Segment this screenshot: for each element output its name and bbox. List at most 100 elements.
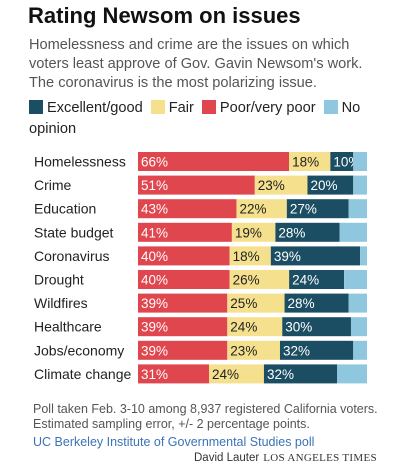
bar-segment-fair (227, 317, 283, 337)
bar-value-label: 32% (267, 367, 294, 382)
bar-value-label: 30% (285, 320, 312, 335)
bar-segment-fair (229, 270, 290, 289)
bar-segment-fair (254, 175, 308, 195)
bar-segment-poor-very-poor (138, 270, 230, 289)
bar-segment-no-opinion (353, 152, 367, 171)
bar-segment-fair (289, 152, 331, 171)
source-link[interactable]: UC Berkeley Institute of Governmental St… (33, 435, 315, 449)
legend-label: Poor/very poor (219, 100, 316, 116)
bar-value-label: 22% (239, 202, 266, 217)
bar-value-label: 25% (230, 296, 257, 311)
category-label: Coronavirus (34, 248, 109, 264)
bar-segment-excellent-good (330, 152, 354, 171)
bar-segment-fair (208, 364, 264, 384)
stacked-bar-chart: Homelessness 66% 18% 10%Crime 51% 23% 20%Educa… (34, 152, 367, 384)
bar-row-climate-change: Climate change 31% 24% 32% (34, 364, 367, 384)
bar-value-label: 39% (274, 249, 301, 264)
bar-row-crime: Crime 51% 23% 20% (34, 175, 367, 195)
category-label: Drought (34, 272, 84, 288)
legend-swatch (29, 100, 43, 114)
bar-row-jobs-economy: Jobs/economy 39% 23% 32% (34, 340, 367, 360)
legend-item-poor-very-poor: Poor/very poor (201, 100, 316, 116)
bar-value-label: 24% (230, 320, 257, 335)
bar-value-label: 19% (235, 225, 262, 240)
bar-segment-excellent-good (270, 246, 361, 266)
category-label: Homelessness (34, 154, 126, 170)
bar-value-label: 27% (290, 202, 317, 217)
bar-segment-excellent-good (284, 293, 349, 313)
legend-item-no-opinion: No opinion (29, 100, 360, 137)
bar-segment-no-opinion (344, 270, 367, 289)
bar-value-label: 28% (288, 296, 315, 311)
bar-value-label: 23% (230, 343, 257, 358)
bar-segment-excellent-good (307, 175, 354, 195)
category-label: Healthcare (34, 319, 102, 335)
bar-value-label: 39% (141, 320, 168, 335)
bar-value-label: 24% (212, 367, 239, 382)
bar-segment-fair (227, 340, 280, 360)
methodology-note: Poll taken Feb. 3-10 among 8,937 registe… (33, 402, 378, 431)
bar-segment-no-opinion (353, 175, 367, 195)
bar-segment-excellent-good (279, 340, 354, 360)
bar-segment-poor-very-poor (138, 293, 228, 313)
bar-segment-poor-very-poor (138, 317, 228, 337)
bar-segment-poor-very-poor (138, 364, 209, 384)
bar-value-label: 18% (292, 155, 319, 170)
bar-segment-poor-very-poor (138, 199, 237, 219)
bar-segment-no-opinion (353, 340, 367, 360)
bar-row-state-budget: State budget 41% 19% 28% (34, 222, 367, 242)
legend-swatch (323, 100, 338, 114)
bar-segment-poor-very-poor (138, 340, 228, 360)
legend-label: Fair (168, 100, 194, 116)
bar-value-label: 26% (233, 273, 260, 288)
bar-segment-fair (227, 293, 285, 313)
bar-segment-poor-very-poor (138, 152, 290, 171)
bar-value-label: 32% (283, 343, 310, 358)
bar-value-label: 40% (141, 249, 168, 264)
bar-segment-no-opinion (360, 246, 367, 266)
bar-value-label: 20% (310, 178, 337, 193)
category-label: Jobs/economy (34, 342, 124, 358)
bar-segment-no-opinion (348, 293, 367, 313)
bar-segment-fair (231, 222, 276, 242)
category-label: State budget (34, 224, 114, 240)
bar-row-coronavirus: Coronavirus 40% 18% 39% (34, 246, 367, 266)
bar-segment-poor-very-poor (138, 222, 232, 242)
legend-item-excellent-good: Excellent/good (29, 100, 143, 116)
bar-value-label: 31% (141, 367, 168, 382)
bar-segment-no-opinion (339, 222, 367, 242)
chart-title: Rating Newsom on issues (28, 3, 301, 28)
legend-swatch (150, 100, 165, 114)
bar-row-education: Education 43% 22% 27% (34, 199, 367, 219)
category-label: Crime (34, 177, 72, 193)
bar-row-homelessness: Homelessness 66% 18% 10% (34, 152, 367, 171)
publication-credit: LOS ANGELES TIMES (263, 452, 377, 464)
bar-value-label: 39% (141, 343, 168, 358)
legend-swatch (201, 100, 216, 114)
bar-segment-excellent-good (289, 270, 345, 289)
author-credit: David Lauter (194, 452, 260, 464)
category-label: Wildfires (34, 295, 88, 311)
bar-segment-excellent-good (286, 199, 349, 219)
bar-value-label: 51% (141, 178, 168, 193)
bar-segment-excellent-good (263, 364, 338, 384)
bar-row-wildfires: Wildfires 39% 25% 28% (34, 293, 367, 313)
bar-value-label: 66% (141, 155, 168, 170)
bar-segment-poor-very-poor (138, 246, 230, 266)
chart-legend: Excellent/good Fair Poor/very poor No opini… (29, 98, 379, 140)
category-label: Climate change (34, 366, 131, 382)
bar-segment-no-opinion (350, 317, 367, 337)
bar-segment-no-opinion (348, 199, 367, 219)
bar-value-label: 28% (278, 225, 305, 240)
bar-segment-fair (236, 199, 287, 219)
bar-segment-excellent-good (282, 317, 351, 337)
bar-value-label: 24% (292, 273, 319, 288)
bar-value-label: 39% (141, 296, 168, 311)
bar-value-label: 41% (141, 225, 168, 240)
bar-value-label: 18% (233, 249, 260, 264)
legend-label: Excellent/good (47, 100, 143, 116)
bar-row-drought: Drought 40% 26% 24% (34, 270, 367, 289)
bar-value-label: 23% (258, 178, 285, 193)
legend-label: No opinion (29, 100, 361, 137)
bar-value-label: 40% (141, 273, 168, 288)
